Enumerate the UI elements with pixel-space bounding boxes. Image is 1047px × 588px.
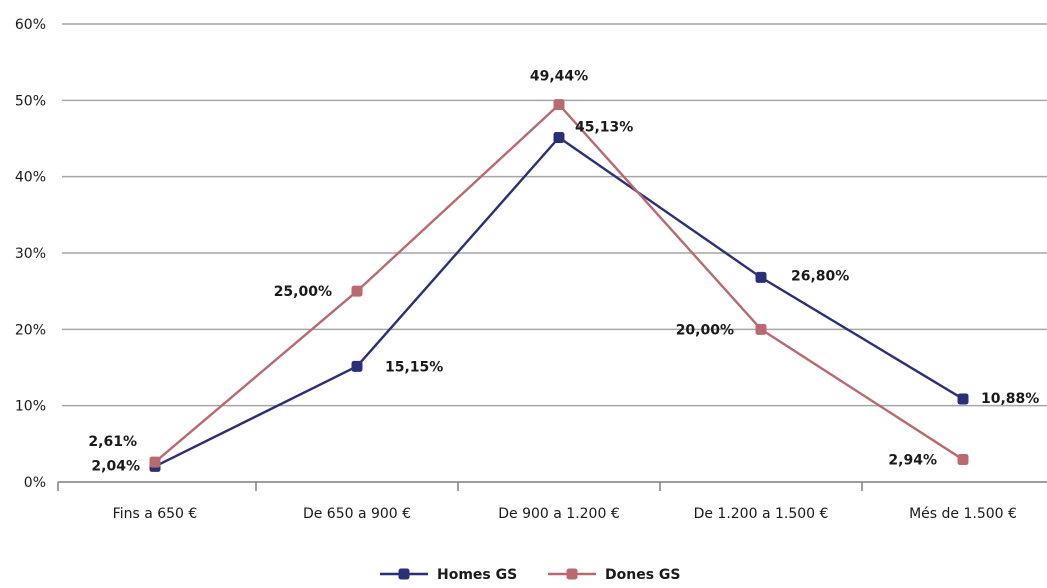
y-tick-label: 30%: [15, 246, 46, 262]
x-axis: [57, 481, 1047, 491]
series-line: [154, 136, 964, 468]
legend-marker: [566, 568, 578, 580]
data-label: 2,04%: [91, 458, 140, 474]
legend-label: Dones GS: [605, 567, 680, 583]
data-point: [149, 456, 161, 468]
data-label: 45,13%: [575, 120, 633, 136]
y-tick-label: 60%: [15, 17, 46, 33]
data-label: 10,88%: [981, 391, 1039, 407]
data-label: 49,44%: [530, 69, 588, 85]
data-label: 2,61%: [88, 434, 137, 450]
data-label: 26,80%: [791, 268, 849, 284]
x-tick-label: De 900 a 1.200 €: [498, 506, 619, 522]
x-tick-label: De 1.200 a 1.500 €: [694, 506, 829, 522]
y-tick-label: 10%: [15, 399, 46, 415]
x-axis-tick-labels: Fins a 650 € De 650 a 900 € De 900 a 1.200…: [113, 506, 1017, 522]
y-axis-tick-labels: 0% 10% 20% 30% 40% 50% 60%: [15, 17, 46, 491]
legend-item: Homes GS: [380, 567, 517, 583]
y-tick-label: 20%: [15, 322, 46, 338]
data-label: 2,94%: [888, 453, 937, 469]
data-label: 15,15%: [385, 359, 443, 375]
legend: Homes GS Dones GS: [380, 567, 680, 583]
data-point: [755, 271, 767, 283]
data-point: [351, 285, 363, 297]
y-tick-label: 50%: [15, 93, 46, 109]
legend-marker: [398, 568, 410, 580]
legend-label: Homes GS: [437, 567, 517, 583]
x-tick-label: De 650 a 900 €: [303, 506, 411, 522]
y-tick-label: 0%: [24, 475, 46, 491]
data-label: 20,00%: [676, 322, 734, 338]
data-point: [957, 454, 969, 466]
data-labels: 2,04% 15,15% 45,13% 26,80% 10,88% 2,61% 25,00%…: [88, 69, 1039, 475]
data-point: [755, 323, 767, 335]
data-label: 25,00%: [274, 284, 332, 300]
series-lines: [149, 99, 969, 472]
legend-item: Dones GS: [548, 567, 680, 583]
x-tick-label: Més de 1.500 €: [909, 506, 1017, 522]
x-tick-label: Fins a 650 €: [113, 506, 198, 522]
data-point: [553, 132, 565, 144]
data-point: [351, 360, 363, 372]
data-point: [553, 99, 565, 111]
data-point: [957, 393, 969, 405]
y-tick-label: 40%: [15, 170, 46, 186]
